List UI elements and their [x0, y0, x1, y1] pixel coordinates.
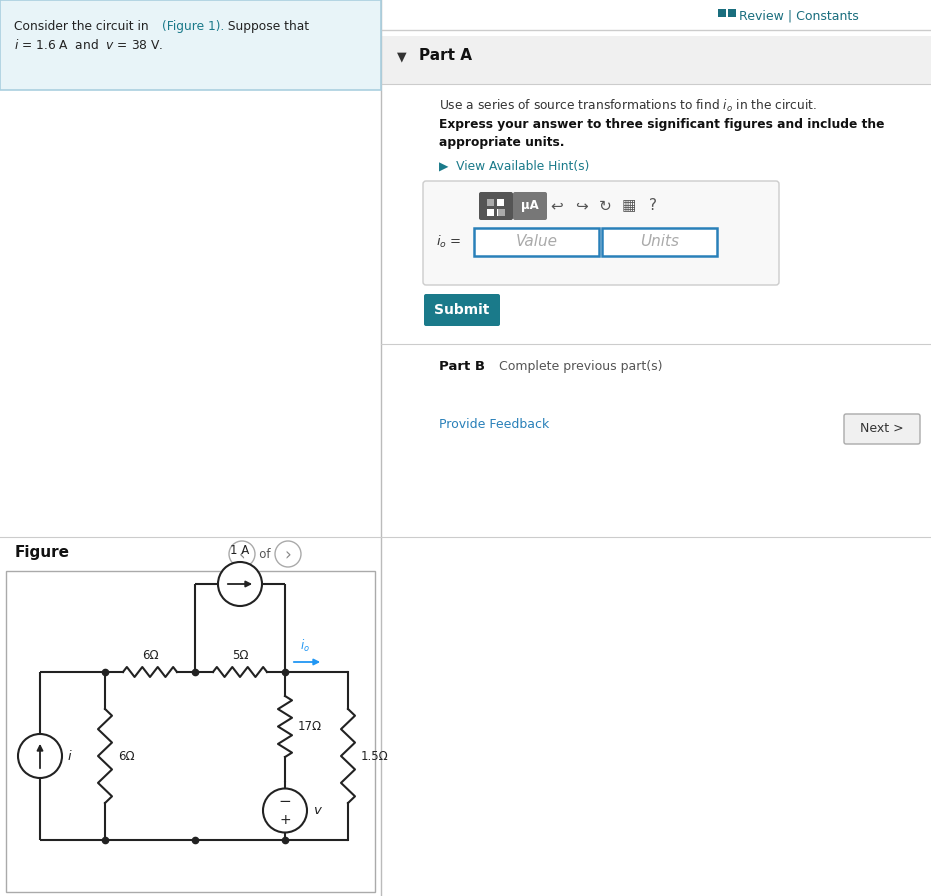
- Bar: [498, 209, 505, 216]
- Text: Consider the circuit in: Consider the circuit in: [14, 20, 153, 33]
- Text: 5Ω: 5Ω: [232, 649, 249, 662]
- Text: Value: Value: [516, 235, 558, 249]
- Text: $i_o$ =: $i_o$ =: [436, 234, 462, 250]
- Text: Part B: Part B: [439, 360, 485, 373]
- Text: $i$ = 1.6 A  and  $v$ = 38 V.: $i$ = 1.6 A and $v$ = 38 V.: [14, 38, 164, 52]
- Text: Express your answer to three significant figures and include the: Express your answer to three significant…: [439, 118, 884, 131]
- Text: Next >: Next >: [860, 423, 904, 435]
- Circle shape: [263, 788, 307, 832]
- Text: Complete previous part(s): Complete previous part(s): [491, 360, 663, 373]
- Bar: [487, 199, 494, 206]
- Circle shape: [218, 562, 262, 606]
- Text: 6Ω: 6Ω: [118, 749, 135, 762]
- Text: ▶  View Available Hint(s): ▶ View Available Hint(s): [439, 160, 589, 173]
- Text: 1 of 1: 1 of 1: [249, 548, 282, 562]
- Text: ↻: ↻: [599, 199, 612, 213]
- Text: $i$: $i$: [67, 749, 73, 763]
- Bar: [497, 209, 504, 216]
- Text: ▼: ▼: [397, 50, 407, 63]
- Text: Review | Constants: Review | Constants: [739, 9, 858, 22]
- Text: ▦: ▦: [622, 199, 636, 213]
- FancyBboxPatch shape: [844, 414, 920, 444]
- Bar: [0, 0, 381, 90]
- Text: 1.5Ω: 1.5Ω: [361, 749, 389, 762]
- Circle shape: [18, 734, 62, 778]
- Text: ↩: ↩: [550, 199, 563, 213]
- FancyBboxPatch shape: [424, 294, 500, 326]
- Circle shape: [229, 541, 255, 567]
- FancyBboxPatch shape: [423, 181, 779, 285]
- Text: 6Ω: 6Ω: [142, 649, 158, 662]
- Text: Figure: Figure: [15, 545, 70, 560]
- Text: Submit: Submit: [435, 303, 490, 317]
- Text: Suppose that: Suppose that: [224, 20, 309, 33]
- Bar: [487, 199, 494, 206]
- Bar: [6, 571, 375, 892]
- Bar: [718, 9, 726, 17]
- Text: Provide Feedback: Provide Feedback: [439, 418, 549, 431]
- Text: $i_o$: $i_o$: [300, 638, 310, 654]
- Bar: [487, 209, 494, 216]
- Bar: [474, 228, 599, 256]
- Bar: [728, 9, 736, 17]
- Text: appropriate units.: appropriate units.: [439, 136, 564, 149]
- Text: 1 A: 1 A: [230, 544, 250, 557]
- Text: μA: μA: [521, 200, 539, 212]
- Text: ?: ?: [649, 199, 657, 213]
- Text: +: +: [279, 813, 290, 826]
- Text: −: −: [278, 794, 291, 809]
- Text: (Figure 1).: (Figure 1).: [162, 20, 224, 33]
- Circle shape: [275, 541, 301, 567]
- Text: Use a series of source transformations to find $i_o$ in the circuit.: Use a series of source transformations t…: [439, 98, 817, 114]
- Bar: [382, 36, 931, 84]
- Text: 17Ω: 17Ω: [298, 720, 322, 733]
- Text: Units: Units: [640, 235, 679, 249]
- Text: ↪: ↪: [574, 199, 587, 213]
- FancyBboxPatch shape: [479, 192, 513, 220]
- Text: $v$: $v$: [313, 804, 323, 817]
- Text: ›: ›: [285, 546, 291, 564]
- Text: Part A: Part A: [419, 48, 472, 63]
- FancyBboxPatch shape: [513, 192, 547, 220]
- Bar: [497, 199, 504, 206]
- Bar: [0, 0, 381, 90]
- Bar: [602, 228, 717, 256]
- Text: ‹: ‹: [238, 546, 245, 564]
